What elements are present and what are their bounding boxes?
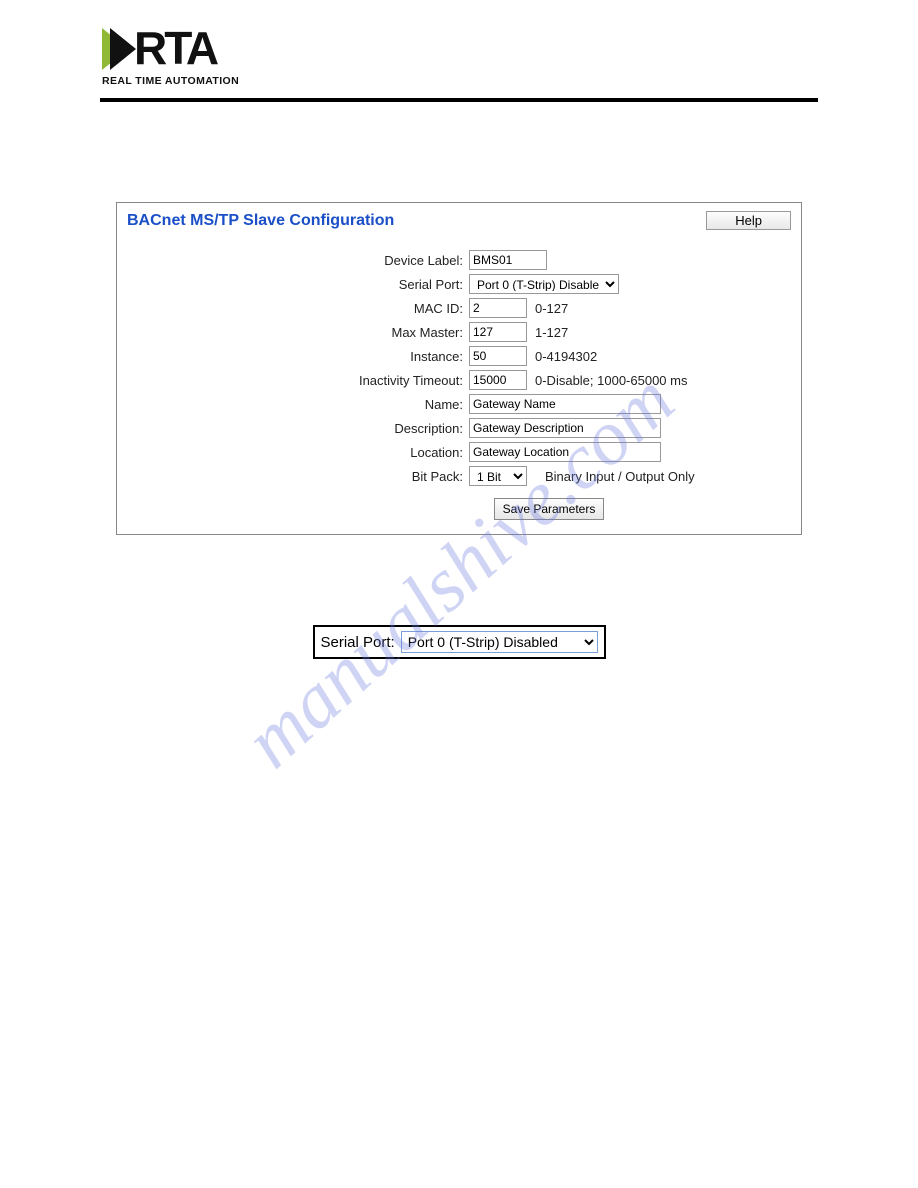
label-max-master: Max Master: [127,325,469,340]
input-name[interactable] [469,394,661,414]
label-instance: Instance: [127,349,469,364]
hint-bitpack: Binary Input / Output Only [545,469,695,484]
hint-inactivity: 0-Disable; 1000-65000 ms [535,373,687,388]
row-mac-id: MAC ID: 0-127 [127,298,791,318]
label-location: Location: [127,445,469,460]
panel-title: BACnet MS/TP Slave Configuration [127,212,394,230]
header-divider [100,98,818,102]
select-bitpack[interactable]: 1 Bit [469,466,527,486]
row-serial-port: Serial Port: Port 0 (T-Strip) Disabled [127,274,791,294]
input-inactivity[interactable] [469,370,527,390]
row-location: Location: [127,442,791,462]
row-device-label: Device Label: [127,250,791,270]
label-mac-id: MAC ID: [127,301,469,316]
svg-text:REAL TIME AUTOMATION: REAL TIME AUTOMATION [102,75,239,87]
input-location[interactable] [469,442,661,462]
label-device-label: Device Label: [127,253,469,268]
input-description[interactable] [469,418,661,438]
input-max-master[interactable] [469,322,527,342]
hint-instance: 0-4194302 [535,349,597,364]
row-bitpack: Bit Pack: 1 Bit Binary Input / Output On… [127,466,791,486]
logo: RTA REAL TIME AUTOMATION [100,20,818,90]
row-description: Description: [127,418,791,438]
row-max-master: Max Master: 1-127 [127,322,791,342]
label-serial-port: Serial Port: [127,277,469,292]
svg-text:RTA: RTA [134,22,218,74]
config-panel: BACnet MS/TP Slave Configuration Help De… [116,202,802,535]
row-instance: Instance: 0-4194302 [127,346,791,366]
serial-inset-select[interactable]: Port 0 (T-Strip) Disabled [401,631,598,653]
save-parameters-button[interactable]: Save Parameters [494,498,605,520]
hint-mac-id: 0-127 [535,301,568,316]
label-name: Name: [127,397,469,412]
row-name: Name: [127,394,791,414]
input-device-label[interactable] [469,250,547,270]
serial-port-inset: Serial Port: Port 0 (T-Strip) Disabled [313,625,606,659]
select-serial-port[interactable]: Port 0 (T-Strip) Disabled [469,274,619,294]
row-inactivity: Inactivity Timeout: 0-Disable; 1000-6500… [127,370,791,390]
hint-max-master: 1-127 [535,325,568,340]
label-description: Description: [127,421,469,436]
help-button[interactable]: Help [706,211,791,230]
serial-inset-label: Serial Port: [321,634,401,651]
label-inactivity: Inactivity Timeout: [127,373,469,388]
input-instance[interactable] [469,346,527,366]
input-mac-id[interactable] [469,298,527,318]
label-bitpack: Bit Pack: [127,469,469,484]
